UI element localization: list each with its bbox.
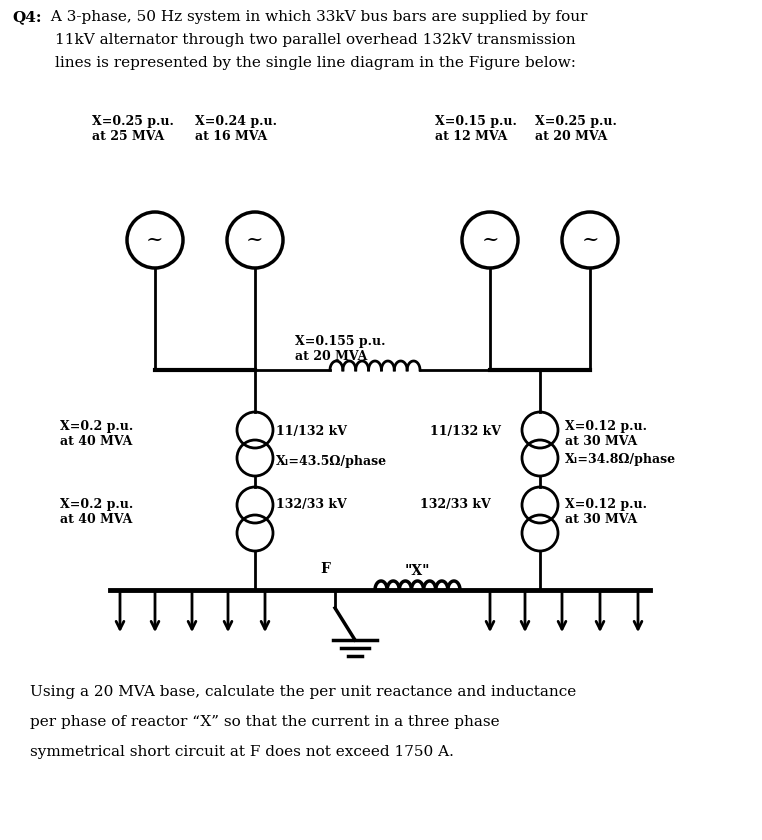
Text: ~: ~ xyxy=(581,230,599,249)
Text: X=0.25 p.u.
at 20 MVA: X=0.25 p.u. at 20 MVA xyxy=(535,115,617,143)
Text: symmetrical short circuit at F does not exceed 1750 A.: symmetrical short circuit at F does not … xyxy=(30,745,454,759)
Text: X=0.2 p.u.
at 40 MVA: X=0.2 p.u. at 40 MVA xyxy=(60,498,133,526)
Text: X=0.24 p.u.
at 16 MVA: X=0.24 p.u. at 16 MVA xyxy=(195,115,277,143)
Text: Using a 20 MVA base, calculate the per unit reactance and inductance: Using a 20 MVA base, calculate the per u… xyxy=(30,685,576,699)
Text: ~: ~ xyxy=(246,230,264,249)
Text: X=0.155 p.u.
at 20 MVA: X=0.155 p.u. at 20 MVA xyxy=(295,335,386,363)
Text: X=0.25 p.u.
at 25 MVA: X=0.25 p.u. at 25 MVA xyxy=(92,115,174,143)
Text: Xₗ=34.8Ω/phase: Xₗ=34.8Ω/phase xyxy=(565,453,676,466)
Text: ~: ~ xyxy=(146,230,164,249)
Text: per phase of reactor “X” so that the current in a three phase: per phase of reactor “X” so that the cur… xyxy=(30,715,500,729)
Text: lines is represented by the single line diagram in the Figure below:: lines is represented by the single line … xyxy=(55,56,576,70)
Text: ~: ~ xyxy=(482,230,499,249)
Text: X=0.2 p.u.
at 40 MVA: X=0.2 p.u. at 40 MVA xyxy=(60,420,133,448)
Text: "X": "X" xyxy=(405,564,430,578)
Text: 132/33 kV: 132/33 kV xyxy=(420,498,491,511)
Text: X=0.15 p.u.
at 12 MVA: X=0.15 p.u. at 12 MVA xyxy=(435,115,517,143)
Text: F: F xyxy=(320,562,330,576)
Text: Xₗ=43.5Ω/phase: Xₗ=43.5Ω/phase xyxy=(276,455,387,468)
Text: 11kV alternator through two parallel overhead 132kV transmission: 11kV alternator through two parallel ove… xyxy=(55,33,575,47)
Text: X=0.12 p.u.
at 30 MVA: X=0.12 p.u. at 30 MVA xyxy=(565,498,647,526)
Text: 132/33 kV: 132/33 kV xyxy=(276,498,347,511)
Text: 11/132 kV: 11/132 kV xyxy=(276,425,347,438)
Text: Q4:: Q4: xyxy=(12,10,41,24)
Text: X=0.12 p.u.
at 30 MVA: X=0.12 p.u. at 30 MVA xyxy=(565,420,647,448)
Text: A 3-phase, 50 Hz system in which 33kV bus bars are supplied by four: A 3-phase, 50 Hz system in which 33kV bu… xyxy=(46,10,588,24)
Text: 11/132 kV: 11/132 kV xyxy=(430,425,501,438)
